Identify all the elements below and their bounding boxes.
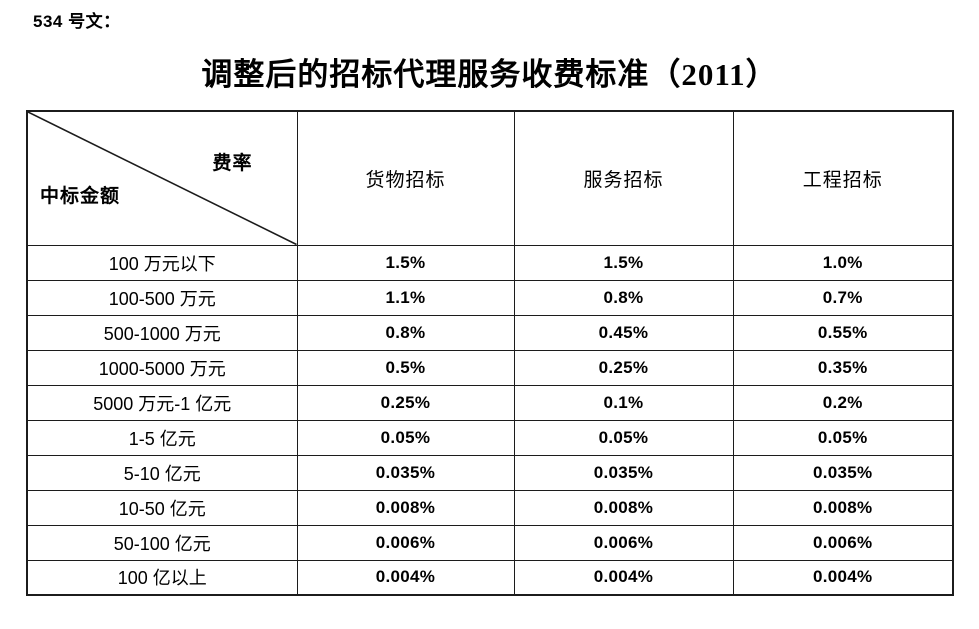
fee-cell: 0.8% [296, 314, 515, 351]
table-row: 100 万元以下 1.5% 1.5% 1.0% [26, 244, 954, 281]
fee-cell: 0.004% [732, 559, 954, 596]
table-header-row: 费率 中标金额 货物招标 服务招标 工程招标 [26, 110, 954, 246]
fee-cell: 0.5% [296, 349, 515, 386]
table-row: 5000 万元-1 亿元 0.25% 0.1% 0.2% [26, 384, 954, 421]
column-header-services: 服务招标 [513, 110, 734, 246]
fee-cell: 0.004% [513, 559, 734, 596]
corner-header-cell: 费率 中标金额 [26, 110, 298, 246]
table-row: 1000-5000 万元 0.5% 0.25% 0.35% [26, 349, 954, 386]
table-row: 50-100 亿元 0.006% 0.006% 0.006% [26, 524, 954, 561]
fee-cell: 1.1% [296, 279, 515, 316]
fee-cell: 0.006% [732, 524, 954, 561]
fee-cell: 0.45% [513, 314, 734, 351]
fee-cell: 0.006% [296, 524, 515, 561]
fee-cell: 0.004% [296, 559, 515, 596]
fee-cell: 0.035% [296, 454, 515, 491]
row-label: 50-100 亿元 [26, 524, 298, 561]
fee-cell: 0.25% [296, 384, 515, 421]
row-label: 100 万元以下 [26, 244, 298, 281]
page-title: 调整后的招标代理服务收费标准（2011） [201, 57, 778, 92]
fee-cell: 1.5% [513, 244, 734, 281]
fee-cell: 0.35% [732, 349, 954, 386]
fee-cell: 0.05% [296, 419, 515, 456]
fee-cell: 0.006% [513, 524, 734, 561]
fee-cell: 0.008% [732, 489, 954, 526]
row-label: 10-50 亿元 [26, 489, 298, 526]
fee-cell: 0.55% [732, 314, 954, 351]
fee-cell: 1.0% [732, 244, 954, 281]
row-label: 5000 万元-1 亿元 [26, 384, 298, 421]
fee-cell: 0.2% [732, 384, 954, 421]
fee-cell: 0.035% [513, 454, 734, 491]
fee-cell: 1.5% [296, 244, 515, 281]
doc-number-label: 534 号文： [33, 12, 121, 31]
corner-label-fee-rate: 费率 [212, 153, 253, 174]
fee-cell: 0.8% [513, 279, 734, 316]
row-label: 100 亿以上 [26, 559, 298, 596]
table-row: 100 亿以上 0.004% 0.004% 0.004% [26, 559, 954, 596]
row-label: 5-10 亿元 [26, 454, 298, 491]
table-row: 500-1000 万元 0.8% 0.45% 0.55% [26, 314, 954, 351]
diagonal-divider-line [28, 112, 297, 245]
fee-cell: 0.05% [513, 419, 734, 456]
column-header-engineering: 工程招标 [732, 110, 954, 246]
fee-cell: 0.05% [732, 419, 954, 456]
table-row: 1-5 亿元 0.05% 0.05% 0.05% [26, 419, 954, 456]
fee-cell: 0.7% [732, 279, 954, 316]
row-label: 1-5 亿元 [26, 419, 298, 456]
fee-rate-table: 费率 中标金额 货物招标 服务招标 工程招标 100 万元以下 1.5% 1.5… [26, 110, 954, 596]
table-row: 100-500 万元 1.1% 0.8% 0.7% [26, 279, 954, 316]
fee-cell: 0.1% [513, 384, 734, 421]
row-label: 1000-5000 万元 [26, 349, 298, 386]
fee-cell: 0.25% [513, 349, 734, 386]
column-header-goods: 货物招标 [296, 110, 515, 246]
row-label: 100-500 万元 [26, 279, 298, 316]
fee-cell: 0.035% [732, 454, 954, 491]
table-row: 10-50 亿元 0.008% 0.008% 0.008% [26, 489, 954, 526]
table-row: 5-10 亿元 0.035% 0.035% 0.035% [26, 454, 954, 491]
fee-cell: 0.008% [513, 489, 734, 526]
corner-label-bid-amount: 中标金额 [40, 186, 121, 207]
fee-cell: 0.008% [296, 489, 515, 526]
row-label: 500-1000 万元 [26, 314, 298, 351]
